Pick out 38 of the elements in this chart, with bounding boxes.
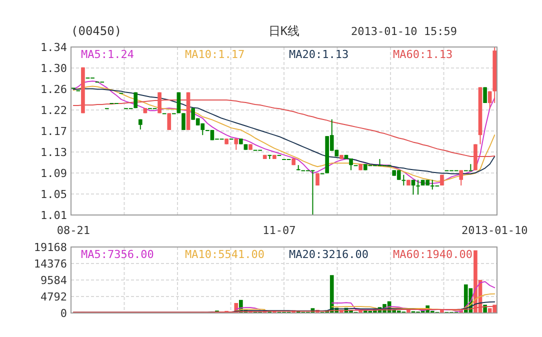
y-tick-label: 4792 (40, 290, 67, 304)
y-tick-label: 1.09 (40, 166, 67, 180)
candlestick (459, 170, 464, 186)
y-tick-label: 19168 (34, 240, 67, 254)
y-tick-label: 0 (60, 306, 67, 320)
text: MA20:3216.00 (289, 248, 368, 261)
candlestick (402, 174, 406, 186)
candlestick (411, 179, 416, 196)
y-tick-label: 1.05 (40, 188, 67, 201)
candlestick (483, 86, 487, 104)
y-tick-label: 9584 (40, 274, 68, 287)
y-tick-label: 1.34 (40, 40, 68, 54)
y-tick-label: 1.01 (40, 208, 67, 222)
chart-title: (00450) (71, 24, 122, 38)
candlestick (182, 112, 186, 130)
text: MA5:7356.00 (81, 248, 154, 261)
series-label: MA5:1.24 (81, 48, 134, 61)
y-tick-label: 14376 (34, 257, 67, 270)
y-tick-label: 1.17 (40, 124, 67, 138)
x-tick-label: 08-21 (56, 224, 90, 237)
text: MA10:5541.00 (185, 248, 264, 261)
text: 2013-01-10 15:59 (351, 25, 457, 38)
x-tick-label: 11-07 (262, 224, 296, 237)
text: MA10:1.17 (185, 48, 245, 61)
text: MA20:1.13 (289, 48, 349, 61)
text: MA60:1.13 (393, 48, 453, 61)
candlestick (167, 112, 172, 130)
candlestick (416, 179, 420, 196)
x-tick-label: 2013-01-10 (461, 224, 528, 237)
line-series (72, 99, 496, 157)
chart-subtitle: 日K线 (268, 24, 300, 38)
candlestick (488, 90, 492, 110)
y-tick-label: 1.26 (40, 82, 67, 96)
y-tick-label: 1.22 (40, 104, 67, 117)
candlestick (234, 138, 238, 150)
text: MA60:1940.00 (393, 248, 472, 261)
y-tick-label: 1.30 (40, 62, 67, 75)
y-tick-label: 1.13 (40, 146, 67, 159)
